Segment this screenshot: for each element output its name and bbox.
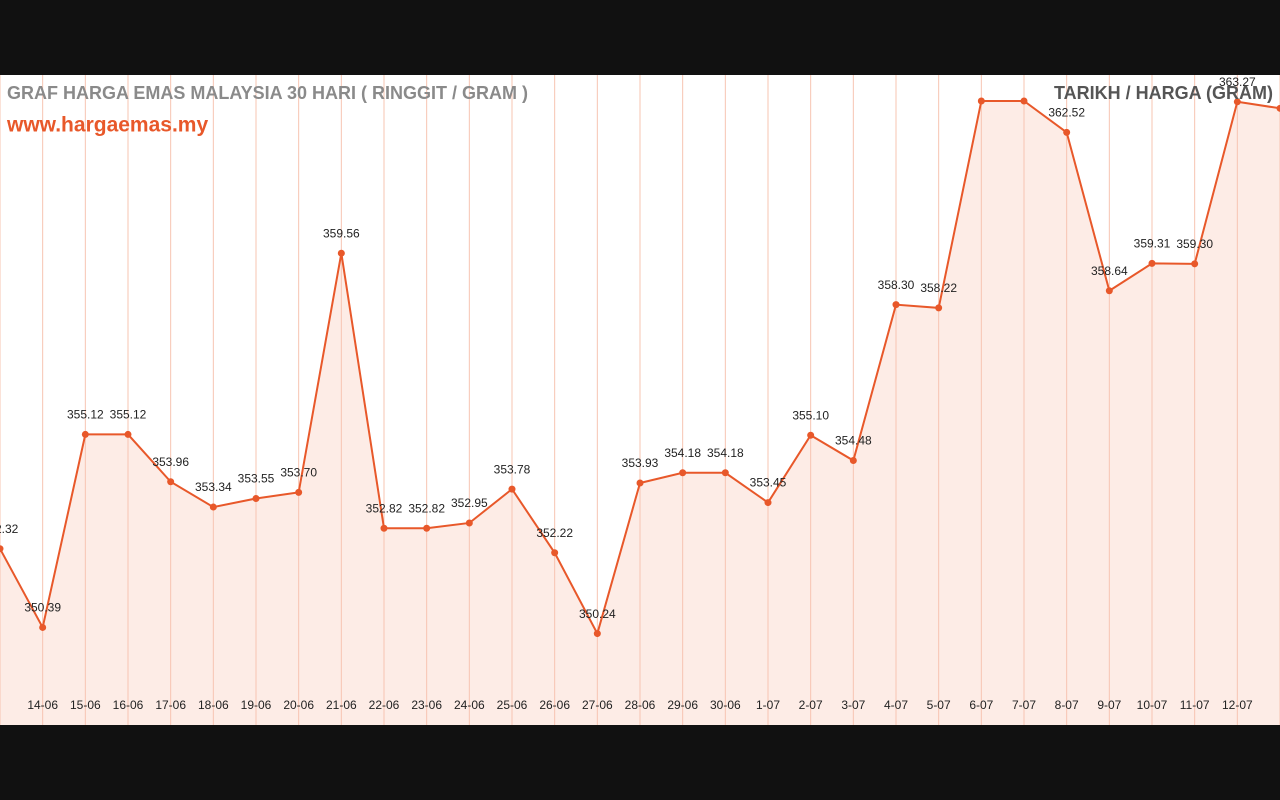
x-tick-label: 19-06 xyxy=(241,698,272,712)
x-tick-label: 15-06 xyxy=(70,698,101,712)
point xyxy=(124,430,132,438)
point xyxy=(295,488,303,496)
point xyxy=(593,630,601,638)
point xyxy=(679,469,687,477)
point xyxy=(1063,128,1071,136)
chart-subtitle: www.hargaemas.my xyxy=(6,114,208,137)
point xyxy=(465,519,473,527)
point xyxy=(764,499,772,507)
point xyxy=(1276,104,1280,112)
data-label: 353.78 xyxy=(494,462,531,476)
data-label: 352.95 xyxy=(451,496,488,510)
x-tick-label: 16-06 xyxy=(113,698,144,712)
point xyxy=(1020,97,1028,105)
plot: 14-06 15-06 16-06 17-06 18-06 19-06 20-06 21-06… xyxy=(0,75,1280,726)
data-label: 359.31 xyxy=(1134,237,1171,251)
point xyxy=(167,478,175,486)
point xyxy=(423,524,431,532)
x-tick-label: 12-07 xyxy=(1222,698,1253,712)
point xyxy=(39,623,47,631)
data-label: 352.82 xyxy=(366,501,403,515)
point xyxy=(0,545,4,553)
x-tick-label: 3-07 xyxy=(841,698,865,712)
point xyxy=(551,549,559,557)
point xyxy=(1233,98,1241,106)
point xyxy=(892,301,900,309)
data-label: 358.22 xyxy=(920,281,957,295)
point xyxy=(209,503,217,511)
x-tick-label: 4-07 xyxy=(884,698,908,712)
x-tick-label: 1-07 xyxy=(756,698,780,712)
point xyxy=(337,249,345,257)
x-tick-label: 28-06 xyxy=(625,698,656,712)
x-tick-label: 2-07 xyxy=(799,698,823,712)
point xyxy=(977,97,985,105)
data-label: 352.82 xyxy=(408,501,445,515)
data-label: 352.32 xyxy=(0,522,19,536)
x-tick-label: 17-06 xyxy=(155,698,186,712)
x-tick-label: 26-06 xyxy=(539,698,570,712)
x-tick-label: 21-06 xyxy=(326,698,357,712)
data-label: 355.12 xyxy=(67,408,104,422)
chart-title: GRAF HARGA EMAS MALAYSIA 30 HARI ( RINGG… xyxy=(7,83,528,103)
point xyxy=(1105,287,1113,295)
data-label: 353.55 xyxy=(238,472,275,486)
x-tick-label: 11-07 xyxy=(1180,698,1210,712)
x-tick-label: 22-06 xyxy=(369,698,400,712)
data-label: 363.27 xyxy=(1219,75,1256,89)
data-label: 353.93 xyxy=(622,456,659,470)
data-label: 353.70 xyxy=(280,466,317,480)
x-tick-label: 6-07 xyxy=(969,698,993,712)
data-label: 354.48 xyxy=(835,434,872,448)
x-tick-label: 7-07 xyxy=(1012,698,1036,712)
data-label: 353.34 xyxy=(195,480,232,494)
point xyxy=(636,479,644,487)
data-label: 355.12 xyxy=(110,408,147,422)
point xyxy=(1191,260,1199,268)
point xyxy=(81,430,89,438)
x-tick-label: 30-06 xyxy=(710,698,741,712)
point xyxy=(935,304,943,312)
data-label: 358.30 xyxy=(878,278,915,292)
data-label: 362.52 xyxy=(1048,106,1085,120)
x-tick-label: 24-06 xyxy=(454,698,485,712)
x-tick-label: 8-07 xyxy=(1055,698,1079,712)
point xyxy=(508,485,516,493)
x-tick-label: 14-06 xyxy=(27,698,58,712)
data-label: 354.18 xyxy=(707,446,744,460)
point xyxy=(849,457,857,465)
x-tick-label: 27-06 xyxy=(582,698,613,712)
x-tick-label: 10-07 xyxy=(1137,698,1168,712)
point xyxy=(1148,259,1156,267)
data-label: 355.10 xyxy=(792,408,829,422)
x-tick-label: 29-06 xyxy=(667,698,698,712)
data-label: 359.30 xyxy=(1176,237,1213,251)
data-label: 359.56 xyxy=(323,226,360,240)
data-label: 350.24 xyxy=(579,607,616,621)
x-tick-label: 9-07 xyxy=(1097,698,1121,712)
point xyxy=(252,494,260,502)
point xyxy=(380,524,388,532)
x-tick-label: 20-06 xyxy=(283,698,314,712)
area xyxy=(0,100,1280,726)
x-tick-label: 5-07 xyxy=(927,698,951,712)
point xyxy=(721,469,729,477)
data-label: 354.18 xyxy=(664,446,701,460)
data-label: 352.22 xyxy=(536,526,573,540)
data-label: 350.39 xyxy=(24,601,61,615)
point xyxy=(807,431,815,439)
data-label: 353.96 xyxy=(152,455,189,469)
legend-title: TARIKH / HARGA (GRAM) xyxy=(1054,83,1273,103)
x-tick-label: 18-06 xyxy=(198,698,229,712)
x-tick-label: 23-06 xyxy=(411,698,442,712)
data-label: 353.45 xyxy=(750,476,787,490)
x-tick-label: 25-06 xyxy=(497,698,528,712)
data-label: 358.64 xyxy=(1091,264,1128,278)
